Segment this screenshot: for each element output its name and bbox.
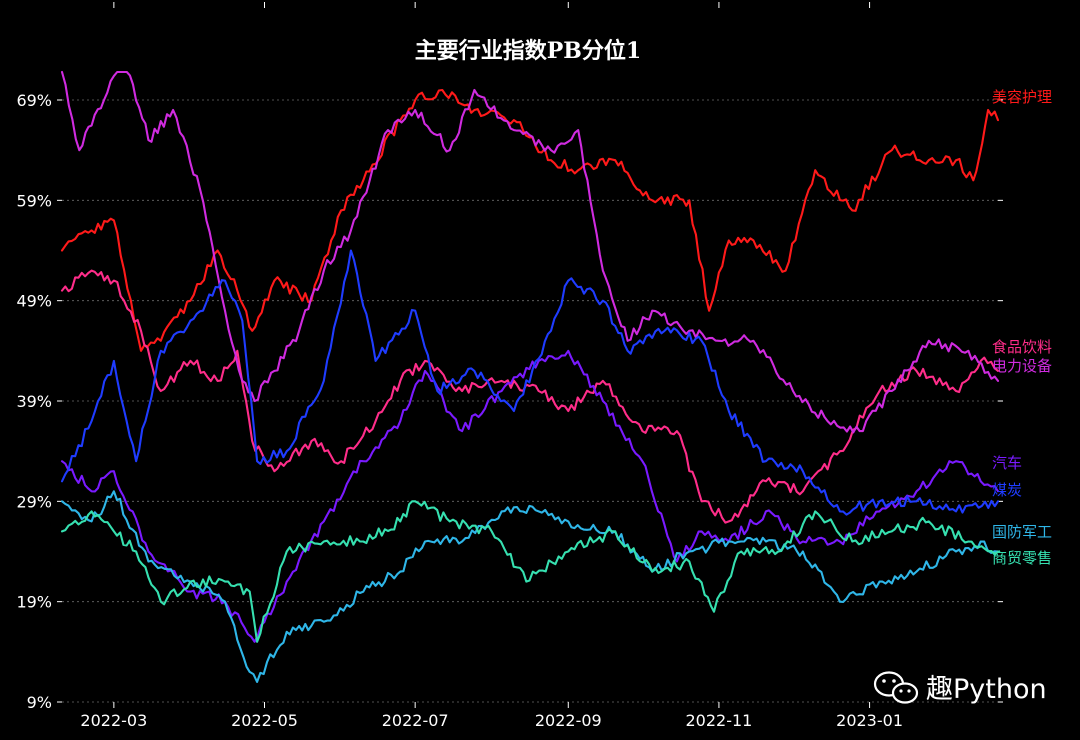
x-tick-label: 2022-05: [231, 711, 298, 730]
series-label: 美容护理: [992, 88, 1052, 106]
series-line: [60, 490, 1000, 683]
y-tick-label: 59%: [16, 191, 52, 210]
series-line: [60, 70, 1000, 434]
series-line: [60, 249, 1000, 516]
watermark: 趣Python: [873, 671, 1047, 705]
watermark-text: 趣Python: [926, 674, 1047, 705]
series-label: 汽车: [992, 454, 1022, 472]
chart-title: 主要行业指数PB分位1: [415, 38, 641, 64]
y-tick-label: 9%: [27, 693, 52, 712]
y-tick-label: 19%: [16, 593, 52, 612]
series-label: 商贸零售: [992, 549, 1052, 567]
y-axis-ticks: 9% 19% 29% 39% 49% 59% 69%: [16, 91, 1003, 712]
grid-lines: [62, 99, 998, 703]
series-label: 煤炭: [992, 481, 1022, 499]
series-lines: [60, 70, 1000, 683]
wechat-icon: [873, 671, 919, 704]
x-tick-label: 2022-03: [80, 711, 147, 730]
series-label: 食品饮料: [992, 338, 1052, 356]
x-tick-label: 2022-07: [382, 711, 449, 730]
series-line: [60, 500, 1000, 643]
series-line: [60, 349, 1000, 643]
y-tick-label: 29%: [16, 492, 52, 511]
x-tick-label: 2023-01: [836, 711, 903, 730]
series-label: 国防军工: [992, 523, 1052, 541]
y-tick-label: 49%: [16, 292, 52, 311]
y-tick-label: 69%: [16, 91, 52, 110]
x-tick-label: 2022-11: [685, 711, 752, 730]
y-tick-label: 39%: [16, 392, 52, 411]
series-line: [60, 269, 1000, 524]
series-label: 电力设备: [992, 357, 1052, 375]
x-axis-ticks: 2022-03 2022-05 2022-07 2022-09 2022-11 2023-…: [80, 2, 903, 730]
x-tick-label: 2022-09: [535, 711, 602, 730]
